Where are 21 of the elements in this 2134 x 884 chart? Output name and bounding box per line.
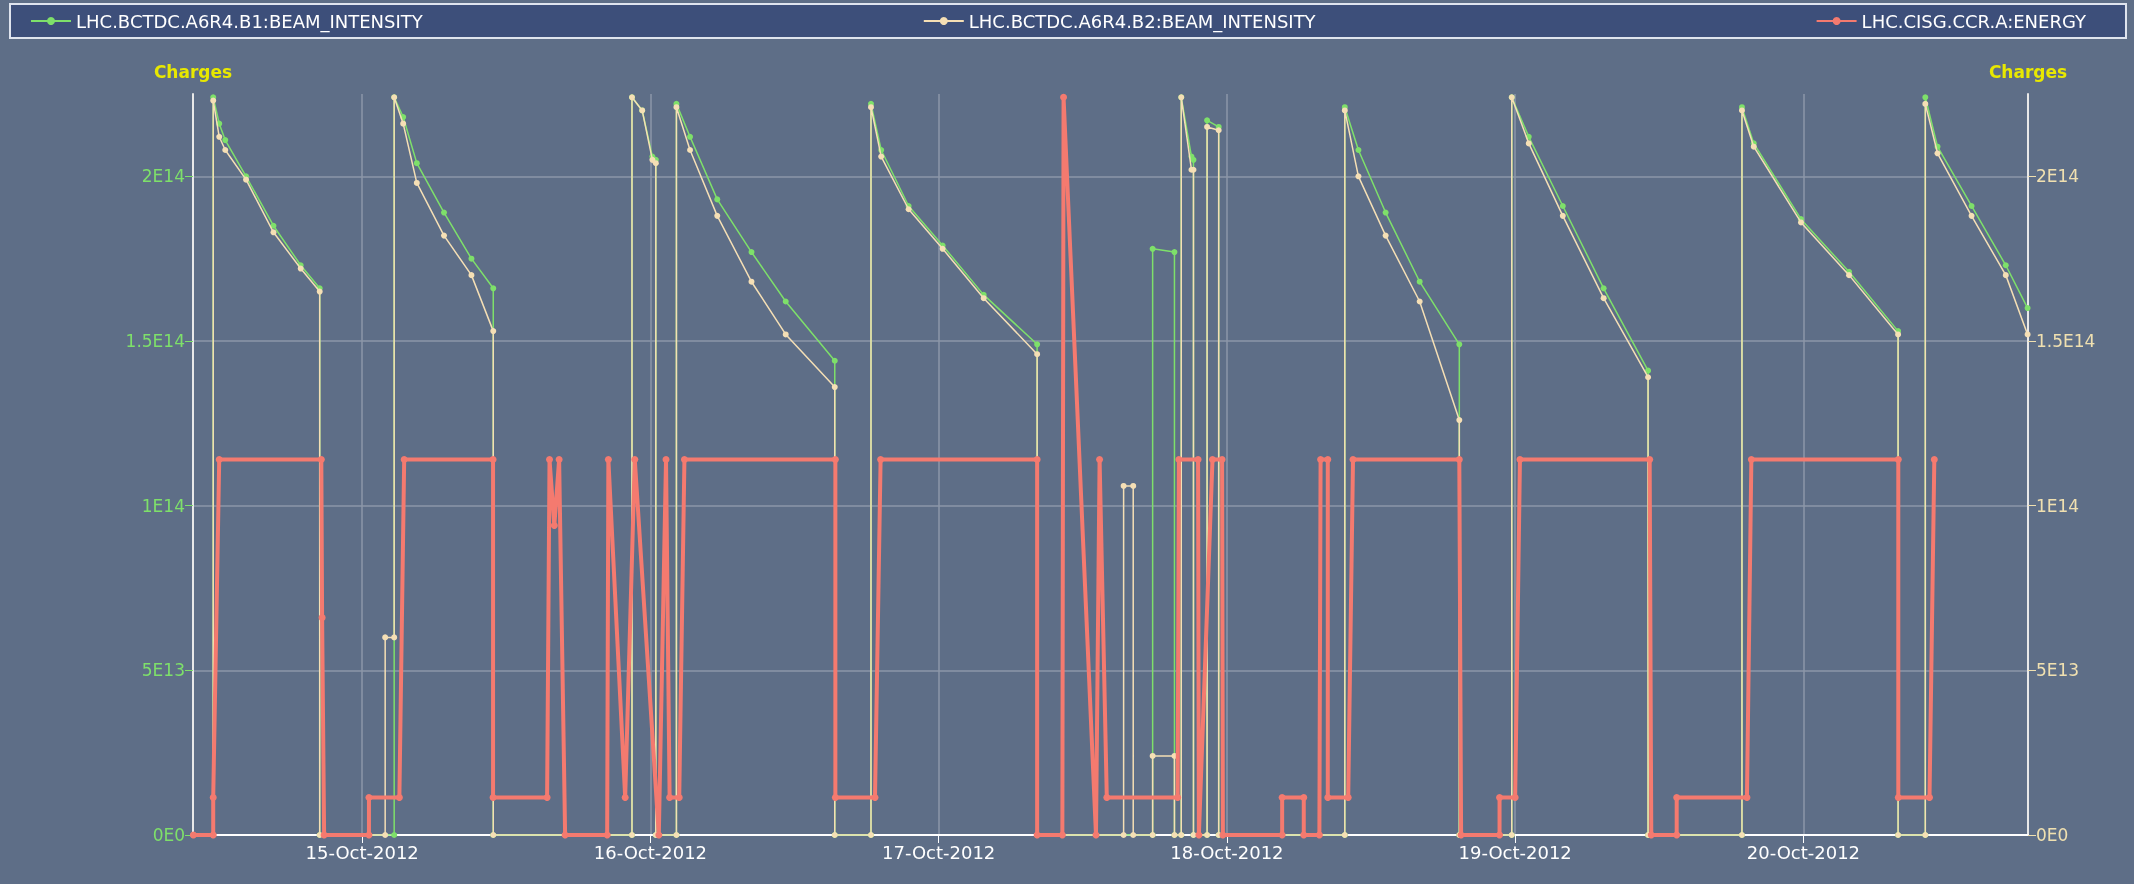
y2-axis-title: Charges: [1988, 61, 2068, 82]
y2-tick-label: 5E13: [2036, 660, 2080, 681]
x-tick-label: 20-Oct-2012: [1746, 841, 1861, 863]
y2-tick-label: 0E0: [2036, 825, 2069, 845]
x-tick-label: 19-Oct-2012: [1458, 841, 1572, 863]
x-tick-label: 15-Oct-2012: [305, 841, 419, 863]
y2-tick-label: 1.5E14: [2036, 331, 2096, 351]
y-tick-label: 2E14: [141, 166, 185, 187]
x-tick-label: 17-Oct-2012: [881, 841, 996, 863]
legend-label: LHC.BCTDC.A6R4.B1:BEAM_INTENSITY: [76, 10, 424, 33]
y2-tick-label: 2E14: [2036, 166, 2080, 187]
x-tick-label: 18-Oct-2012: [1170, 841, 1284, 863]
y-tick-label: 5E13: [141, 660, 185, 681]
y-tick-label: 1.5E14: [125, 331, 185, 351]
x-tick-label: 16-Oct-2012: [593, 841, 708, 863]
legend-label: LHC.CISG.CCR.A:ENERGY: [1861, 10, 2087, 32]
y-axis-title: Charges: [153, 61, 233, 82]
y-tick-label: 1E14: [141, 495, 185, 516]
y-tick-label: 0E0: [152, 825, 185, 845]
legend-label: LHC.BCTDC.A6R4.B2:BEAM_INTENSITY: [968, 10, 1317, 33]
y2-tick-label: 1E14: [2036, 495, 2080, 516]
